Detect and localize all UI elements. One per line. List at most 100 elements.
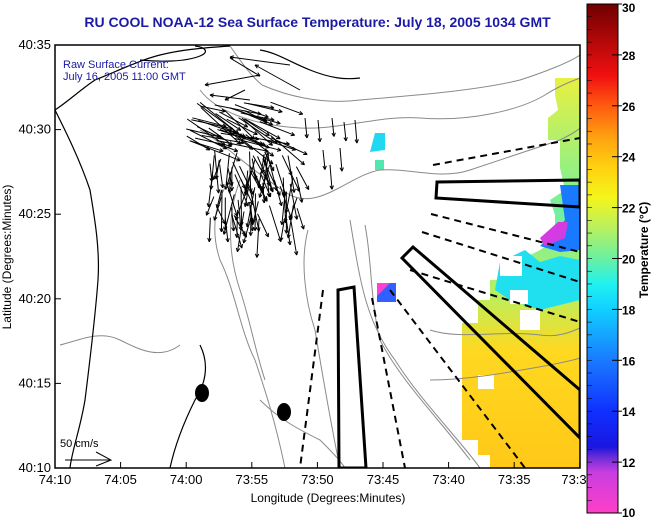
current-vector-head	[207, 146, 211, 151]
colorbar-tick-label: 18	[622, 303, 636, 317]
current-vector	[304, 117, 308, 139]
current-vector	[252, 201, 259, 223]
current-vector-head	[216, 204, 220, 209]
current-vector-head	[269, 154, 274, 157]
current-vector-head	[227, 189, 231, 194]
current-vector-head	[271, 152, 274, 157]
x-tick-label: 73:45	[367, 472, 400, 487]
current-vector	[234, 104, 269, 118]
current-vector-head	[289, 240, 292, 246]
current-vector-head	[219, 227, 222, 232]
current-vector	[195, 137, 232, 147]
current-vector	[189, 129, 227, 150]
current-vector	[226, 152, 238, 186]
current-vector-head	[293, 251, 298, 256]
current-vector-head	[249, 191, 254, 195]
current-vector-head	[324, 165, 327, 170]
current-vector	[214, 104, 262, 115]
current-vector-head	[248, 231, 252, 236]
x-tick-label: 73:40	[432, 472, 465, 487]
sampling-lines	[299, 137, 580, 468]
colorbar-title: Temperature (°C)	[637, 202, 651, 299]
current-vector-head	[280, 220, 283, 225]
current-vector-head	[252, 226, 256, 231]
current-vector-head	[244, 203, 248, 208]
current-vector-head	[264, 148, 269, 152]
scale-arrow	[65, 451, 113, 467]
current-vector	[192, 117, 227, 127]
current-vector	[257, 213, 269, 238]
current-vector	[237, 199, 242, 231]
colorbar-tick-label: 20	[622, 253, 636, 267]
current-vector-head	[254, 130, 258, 135]
sst-small-patch	[370, 133, 385, 152]
current-vector-head	[305, 186, 309, 191]
y-axis: 40:10 40:15 40:20 40:25 40:30 40:35	[18, 37, 61, 475]
current-vector-head	[248, 148, 253, 150]
current-vector-head	[277, 135, 281, 139]
current-vector-head	[301, 198, 304, 203]
current-vector-head	[258, 193, 261, 198]
current-vector	[226, 182, 238, 217]
current-vector-head	[232, 130, 237, 134]
colorbar-tick-label: 12	[622, 456, 636, 470]
current-vector	[264, 139, 296, 151]
current-vector-head	[265, 114, 269, 118]
current-vector-head	[296, 188, 300, 192]
current-vector-head	[261, 185, 264, 191]
current-vector-head	[281, 201, 283, 206]
current-vector-head	[286, 141, 290, 145]
current-vector-head	[300, 225, 305, 230]
current-vector-head	[246, 223, 250, 228]
current-vector-head	[224, 96, 228, 101]
current-vector-head	[276, 120, 281, 124]
current-vector-head	[341, 167, 344, 172]
current-vector-head	[233, 227, 236, 232]
current-vector	[230, 207, 235, 232]
colorbar-tick-label: 24	[622, 151, 636, 165]
current-vector-head	[223, 231, 227, 235]
colorbar-tick-label: 30	[622, 1, 636, 15]
y-tick-label: 40:25	[18, 206, 51, 221]
current-vector-head	[229, 189, 232, 194]
current-vector-head	[345, 137, 348, 142]
current-vector-head	[285, 143, 290, 146]
current-vector-head	[299, 199, 303, 203]
current-vector-head	[229, 141, 233, 146]
current-vector	[296, 208, 305, 230]
current-vector-head	[210, 185, 214, 190]
current-vector	[207, 171, 214, 208]
current-vector	[208, 217, 211, 242]
current-vector-head	[214, 217, 218, 221]
current-vector	[240, 112, 275, 121]
current-vector	[256, 116, 281, 124]
colorbar-ticks: 10 12 14 16 18 20 22 24 26 28 30	[587, 1, 636, 518]
current-vector-head	[204, 84, 209, 87]
current-vector-head	[222, 183, 225, 189]
current-vector-head	[291, 188, 295, 193]
current-vector-head	[304, 134, 308, 139]
current-vector-head	[291, 149, 296, 151]
current-vector-head	[215, 175, 219, 180]
current-vector-head	[270, 141, 273, 146]
sst-gap	[500, 256, 522, 276]
dashed-transect	[389, 289, 526, 468]
current-vector-head	[254, 138, 259, 141]
current-vector-head	[262, 142, 266, 146]
current-vector-head	[339, 167, 343, 172]
current-vector	[224, 89, 246, 101]
current-vector-head	[237, 248, 241, 253]
current-vector-head	[278, 111, 283, 114]
current-vector	[287, 155, 295, 193]
current-vector-head	[234, 148, 239, 152]
current-vector-head	[284, 229, 287, 234]
current-vector-head	[254, 226, 258, 231]
x-tick-label: 73:35	[498, 472, 531, 487]
current-vector	[259, 121, 295, 136]
current-vector-head	[259, 194, 263, 198]
current-vector	[239, 165, 254, 195]
colorbar-tick-label: 14	[622, 405, 636, 419]
current-vector-head	[231, 227, 235, 232]
colorbar-tick-label: 16	[622, 354, 636, 368]
current-vector-head	[229, 56, 234, 60]
